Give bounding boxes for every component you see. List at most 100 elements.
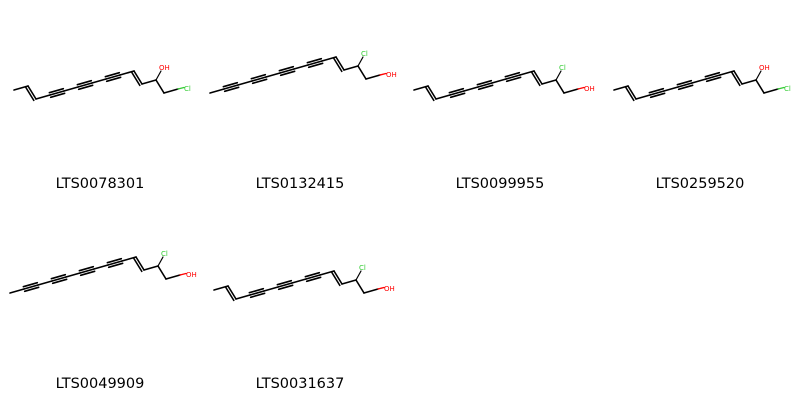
single-bond [555, 79, 565, 94]
branch-bond [355, 270, 362, 281]
molecule-structure: Cl OH [9, 250, 197, 294]
triple-bond-outer [222, 81, 239, 88]
single-bond [663, 86, 679, 92]
single-bond [263, 286, 279, 292]
triple-bond [305, 274, 321, 280]
triple-bond [505, 74, 521, 80]
triple-bond-outer [50, 273, 67, 280]
single-bond [235, 294, 251, 300]
single-bond [363, 288, 379, 294]
triple-bond-outer [22, 281, 39, 288]
double-bond [627, 85, 637, 100]
single-bond [35, 94, 51, 100]
single-bond [491, 78, 507, 84]
triple-bond-outer [48, 87, 65, 94]
triple-bond-outer [276, 279, 293, 286]
molecule-id: LTS0132415 [255, 176, 345, 192]
triple-bond-outer [105, 76, 122, 83]
branch-atom-label: OH [759, 64, 770, 72]
double-bond-inner [424, 86, 435, 102]
triple-bond-outer [77, 84, 94, 91]
triple-bond [277, 282, 293, 288]
triple-bond-outer [304, 271, 321, 278]
molecule-id: LTS0031637 [255, 376, 345, 392]
double-bond [27, 85, 37, 100]
single-bond [563, 88, 579, 94]
triple-bond [279, 68, 295, 74]
double-bond [533, 70, 543, 85]
single-bond [635, 94, 651, 100]
molecule-cell: OH Cl LTS0259520 [600, 0, 800, 200]
single-bond [541, 79, 557, 85]
triple-bond [105, 74, 121, 80]
molecule-structure: OH Cl [13, 64, 191, 102]
branch-atom-label: Cl [559, 64, 566, 72]
triple-bond-outer [449, 92, 466, 99]
triple-bond [51, 276, 67, 282]
branch-bond [357, 56, 364, 67]
triple-bond-outer [251, 78, 268, 85]
triple-bond [477, 82, 493, 88]
triple-bond [23, 284, 39, 290]
double-bond [335, 56, 345, 71]
single-bond [291, 278, 307, 284]
triple-bond [107, 260, 123, 266]
double-bond [133, 70, 143, 85]
double-bond-inner [130, 71, 141, 87]
triple-bond-outer [223, 86, 240, 93]
branch-bond [157, 256, 164, 267]
single-bond [357, 65, 367, 80]
triple-bond-outer [504, 71, 521, 78]
terminal-atom-label: OH [186, 271, 197, 279]
double-bond-inner [730, 71, 741, 87]
double-bond-inner [624, 86, 635, 102]
double-bond [333, 270, 343, 285]
triple-bond-outer [248, 287, 265, 294]
branch-bond [755, 70, 762, 81]
triple-bond-outer [476, 79, 493, 86]
single-bond [691, 78, 707, 84]
terminal-bond [177, 86, 185, 90]
single-bond [63, 86, 79, 92]
molecule-id: LTS0099955 [455, 176, 545, 192]
molecule-cell: Cl OH LTS0049909 [0, 200, 200, 400]
double-bond-inner [24, 86, 35, 102]
branch-atom-label: Cl [361, 50, 368, 58]
molecule-structure: OH Cl [613, 64, 791, 102]
triple-bond [705, 74, 721, 80]
single-bond [37, 280, 53, 286]
triple-bond-outer [277, 284, 294, 291]
molecule-cell: Cl OH LTS0132415 [200, 0, 400, 200]
triple-bond-outer [305, 276, 322, 283]
triple-bond-outer [250, 73, 267, 80]
triple-bond-outer [107, 262, 124, 269]
single-bond [91, 78, 107, 84]
single-bond [355, 279, 365, 294]
single-bond [209, 88, 225, 94]
double-bond [427, 85, 437, 100]
molecule-cell: Cl OH LTS0031637 [200, 200, 400, 400]
single-bond [293, 64, 309, 70]
molecule-id: LTS0259520 [655, 176, 745, 192]
branch-atom-label: Cl [359, 264, 366, 272]
triple-bond-outer [278, 65, 295, 72]
triple-bond [449, 90, 465, 96]
triple-bond-outer [705, 76, 722, 83]
triple-bond-outer [448, 87, 465, 94]
triple-bond-outer [704, 71, 721, 78]
single-bond [741, 79, 757, 85]
molecule-id: LTS0078301 [55, 176, 145, 192]
triple-bond [79, 268, 95, 274]
double-bond [227, 285, 237, 300]
terminal-atom-label: Cl [184, 85, 191, 93]
single-bond [165, 274, 181, 280]
terminal-bond [379, 72, 387, 76]
triple-bond-outer [307, 62, 324, 69]
single-bond [163, 88, 179, 94]
terminal-bond [179, 272, 187, 276]
single-bond [763, 88, 779, 94]
single-bond [65, 272, 81, 278]
triple-bond-outer [648, 87, 665, 94]
double-bond-inner [332, 57, 343, 73]
molecule-id: LTS0049909 [55, 376, 145, 392]
